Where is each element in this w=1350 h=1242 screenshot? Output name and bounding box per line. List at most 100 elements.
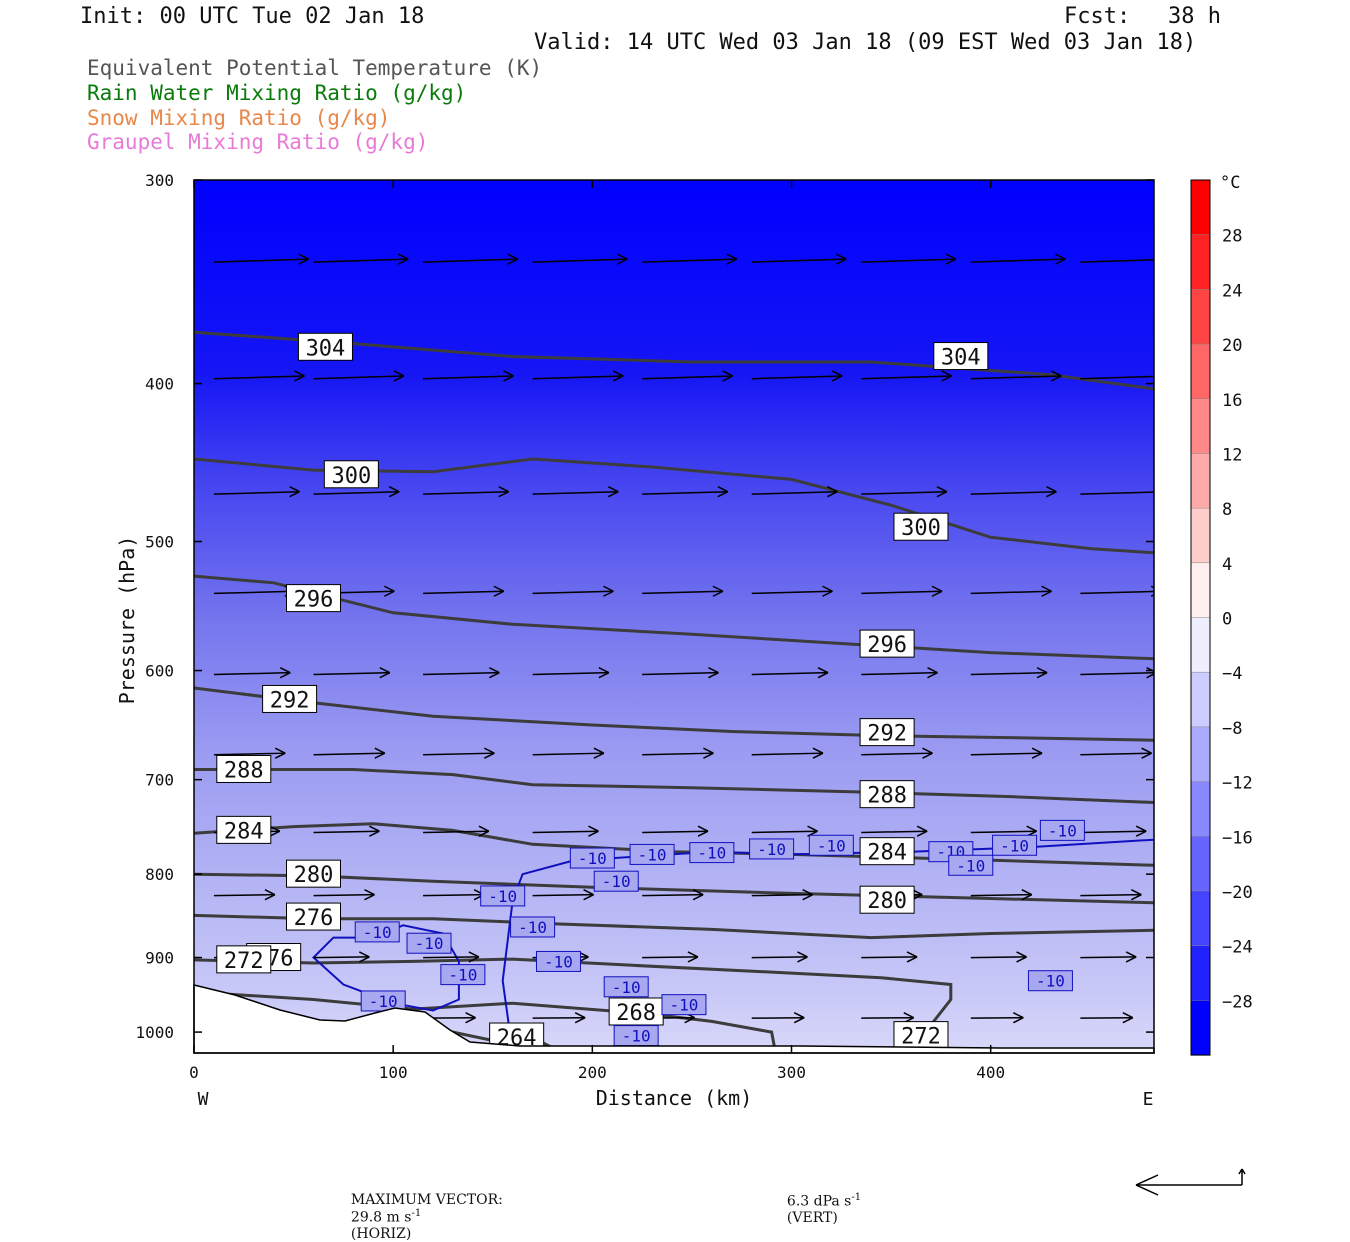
theta-e-label: 284 [217,816,271,844]
colorbar-tick-label: −12 [1222,774,1253,794]
vert-label: (VERT) [787,1210,838,1226]
svg-text:-10: -10 [697,844,726,863]
colorbar-band [1191,672,1210,727]
y-tick-label: 400 [145,375,174,394]
theta-e-label: 276 [287,903,341,931]
x-axis-label: Distance (km) [596,1086,753,1110]
colorbar-tick-label: 24 [1222,281,1242,301]
theta-e-label: 280 [860,886,914,914]
colorbar-tick-label: 12 [1222,445,1242,465]
colorbar-tick-label: 8 [1222,500,1232,520]
temperature-label: -10 [1040,820,1084,840]
svg-text:-10: -10 [1036,972,1065,991]
theta-e-label: 288 [860,781,914,809]
y-axis-label: Pressure (hPa) [115,536,139,705]
temperature-label: -10 [604,977,648,997]
theta-e-label: 300 [894,513,948,541]
svg-text:-10: -10 [817,836,846,855]
colorbar-tick-label: −24 [1222,938,1253,958]
reference-vector-icon [1132,1166,1252,1196]
temperature-label: -10 [949,855,993,875]
svg-text:292: 292 [867,722,907,747]
x-tick-label: 400 [976,1063,1005,1082]
theta-e-label: 280 [287,860,341,888]
colorbar-tick-label: 16 [1222,391,1242,411]
svg-text:-10: -10 [622,1027,651,1046]
svg-text:284: 284 [224,819,264,844]
footer-max-vector: MAXIMUM VECTOR: 29.8 m s-1 (HORIZ) [342,1176,503,1242]
svg-text:268: 268 [616,1001,656,1026]
temperature-label: -10 [1028,971,1072,991]
svg-text:-10: -10 [363,923,392,942]
horiz-value: 29.8 m s [351,1210,412,1226]
colorbar-band [1191,180,1210,235]
temperature-label: -10 [662,995,706,1015]
temperature-label: -10 [570,848,614,868]
svg-text:276: 276 [294,906,334,931]
colorbar-band [1191,1000,1210,1055]
horiz-exponent: -1 [411,1208,421,1219]
y-tick-label: 300 [145,171,174,190]
colorbar-band [1191,563,1210,618]
colorbar-tick-label: −4 [1222,664,1242,684]
svg-text:288: 288 [867,784,907,809]
svg-text:-10: -10 [578,849,607,868]
vert-value: 6.3 dPa s [787,1194,851,1210]
svg-text:-10: -10 [670,996,699,1015]
svg-text:-10: -10 [757,840,786,859]
theta-e-label: 272 [894,1022,948,1050]
temperature-label: -10 [441,965,485,985]
colorbar-tick-label: −16 [1222,828,1253,848]
vert-exponent: -1 [851,1192,861,1203]
temperature-label: -10 [355,922,399,942]
y-tick-label: 700 [145,771,174,790]
theta-e-label: 284 [860,838,914,866]
colorbar-band [1191,618,1210,673]
theta-e-label: 288 [217,755,271,783]
colorbar-unit: °C [1220,173,1240,193]
theta-e-label: 300 [324,461,378,489]
x-tick-label: 100 [379,1063,408,1082]
temperature-label: -10 [536,951,580,971]
east-label: E [1143,1089,1154,1110]
temperature-label: -10 [993,835,1037,855]
colorbar-tick-label: 4 [1222,555,1232,575]
theta-e-label: 292 [263,685,317,713]
colorbar-band [1191,289,1210,344]
colorbar-band [1191,782,1210,837]
colorbar-band [1191,453,1210,508]
colorbar-band [1191,344,1210,399]
y-tick-label: 900 [145,949,174,968]
west-label: W [198,1089,209,1110]
theta-e-label: 296 [287,585,341,613]
theta-e-label: 268 [609,998,663,1026]
temperature-label: -10 [481,886,525,906]
colorbar-band [1191,891,1210,946]
horiz-label: (HORIZ) [351,1226,411,1242]
svg-text:280: 280 [867,889,907,914]
svg-text:-10: -10 [1048,821,1077,840]
svg-text:292: 292 [270,688,310,713]
svg-text:296: 296 [294,588,334,613]
max-vector-label: MAXIMUM VECTOR: [351,1192,503,1208]
colorbar-band [1191,727,1210,782]
svg-text:-10: -10 [602,872,631,891]
colorbar-tick-label: −8 [1222,719,1242,739]
svg-text:-10: -10 [518,918,547,937]
colorbar-tick-label: −20 [1222,883,1253,903]
colorbar-tick-label: 0 [1222,610,1232,630]
svg-text:300: 300 [331,464,371,489]
colorbar-band [1191,508,1210,563]
temperature-label: -10 [511,917,555,937]
colorbar-band [1191,399,1210,454]
temperature-label: -10 [630,844,674,864]
theta-e-label: 272 [217,946,271,974]
colorbar-band [1191,946,1210,1001]
svg-text:-10: -10 [488,887,517,906]
svg-text:-10: -10 [638,845,667,864]
svg-text:304: 304 [941,346,981,371]
theta-e-label: 304 [934,343,988,371]
svg-text:300: 300 [901,516,941,541]
svg-text:-10: -10 [1000,836,1029,855]
